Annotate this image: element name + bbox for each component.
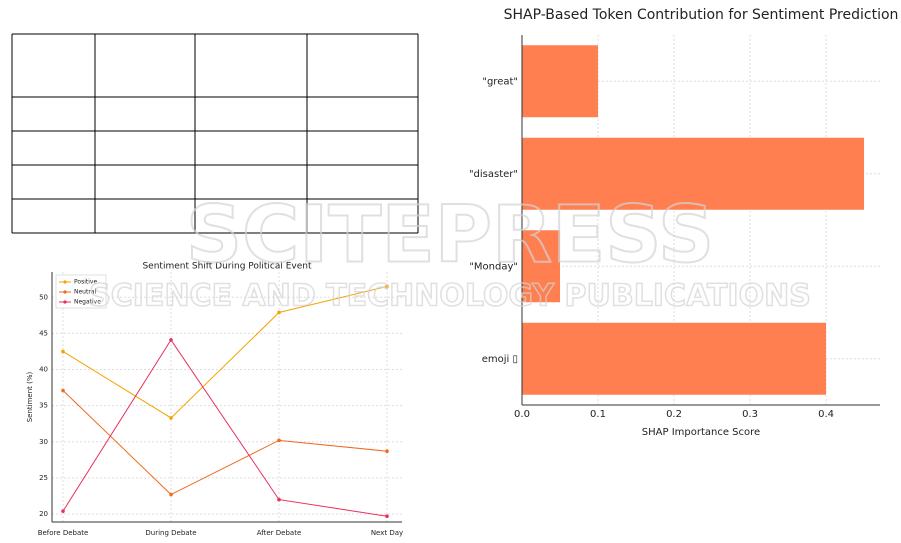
point (385, 449, 389, 453)
legend-label: Negative (74, 299, 101, 306)
y-tick-label: emoji ▯ (482, 354, 518, 365)
point (277, 310, 281, 315)
point (385, 514, 389, 519)
bar (522, 322, 827, 395)
chart-title: Sentiment Shift During Political Event (142, 262, 312, 272)
point (385, 284, 389, 289)
bar (522, 137, 865, 210)
x-tick-label: During Debate (145, 529, 196, 537)
x-tick-label: 0.2 (666, 409, 682, 420)
series-line (62, 390, 388, 496)
y-tick-label: "great" (482, 76, 518, 87)
x-tick-label: Next Day (371, 529, 403, 537)
x-axis-label: SHAP Importance Score (642, 427, 760, 438)
legend-label: Neutral (74, 289, 96, 296)
y-axis-label: Sentiment (%) (26, 371, 34, 422)
point (169, 492, 173, 497)
series-line (62, 339, 388, 517)
x-tick-label: After Debate (257, 529, 302, 537)
point (277, 438, 281, 443)
y-tick-label: 35 (39, 402, 48, 410)
y-tick-label: 25 (39, 474, 48, 482)
y-tick-label: 50 (39, 293, 48, 301)
watermark-subtitle: SCIENCE AND TECHNOLOGY PUBLICATIONS (89, 279, 811, 314)
bar (522, 230, 561, 303)
bar (522, 45, 599, 118)
watermark-title: SCITEPRESS (186, 190, 714, 280)
point (61, 388, 65, 393)
empty-table (11, 33, 419, 234)
x-tick-label: 0.1 (590, 409, 606, 420)
y-tick-label: 20 (39, 510, 48, 518)
point (277, 497, 281, 502)
y-tick-label: 30 (39, 438, 48, 446)
chart-title: SHAP-Based Token Contribution for Sentim… (504, 7, 899, 23)
x-tick-label: Before Debate (38, 529, 89, 537)
y-tick-label: "disaster" (469, 169, 518, 180)
point (169, 338, 173, 342)
legend-marker (63, 280, 67, 284)
legend-label: Positive (74, 279, 97, 286)
x-tick-label: 0.3 (742, 409, 758, 420)
x-tick-label: 0.4 (818, 409, 834, 420)
x-tick-label: 0.0 (514, 409, 530, 420)
y-tick-label: "Monday" (469, 261, 518, 272)
point (61, 509, 65, 513)
point (169, 416, 173, 420)
point (61, 349, 65, 354)
series-line (62, 285, 388, 419)
legend-marker (63, 290, 67, 294)
legend-marker (63, 300, 67, 304)
y-tick-label: 45 (39, 329, 48, 337)
y-tick-label: 40 (39, 366, 48, 374)
